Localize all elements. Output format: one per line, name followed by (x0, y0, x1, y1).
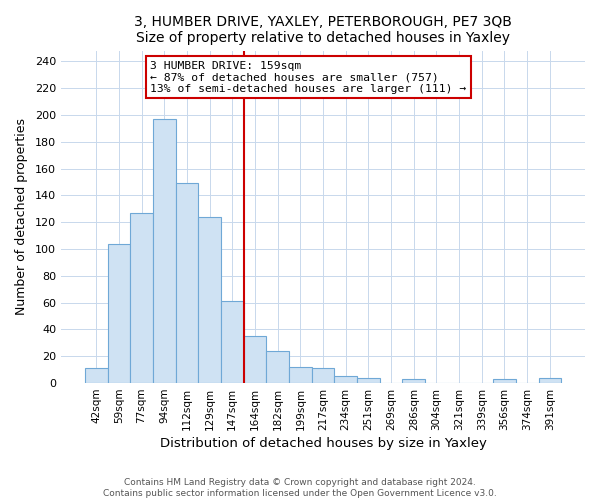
Bar (107, 244, 130, 383)
X-axis label: Distribution of detached houses by size in Yaxley: Distribution of detached houses by size … (160, 437, 487, 450)
Text: Contains HM Land Registry data © Crown copyright and database right 2024.
Contai: Contains HM Land Registry data © Crown c… (103, 478, 497, 498)
Bar (357, 378, 380, 383)
Bar (493, 379, 516, 383)
Title: 3, HUMBER DRIVE, YAXLEY, PETERBOROUGH, PE7 3QB
Size of property relative to deta: 3, HUMBER DRIVE, YAXLEY, PETERBOROUGH, P… (134, 15, 512, 45)
Bar (539, 378, 561, 383)
Bar (266, 351, 289, 383)
Bar (244, 336, 266, 383)
Bar (289, 367, 311, 383)
Bar (153, 119, 176, 383)
Bar (221, 302, 244, 383)
Bar (311, 368, 334, 383)
Bar (176, 184, 198, 383)
Bar (403, 379, 425, 383)
Bar (85, 368, 107, 383)
Y-axis label: Number of detached properties: Number of detached properties (15, 118, 28, 316)
Bar (198, 217, 221, 383)
Bar (130, 213, 153, 383)
Bar (334, 376, 357, 383)
Text: 3 HUMBER DRIVE: 159sqm
← 87% of detached houses are smaller (757)
13% of semi-de: 3 HUMBER DRIVE: 159sqm ← 87% of detached… (150, 60, 466, 94)
